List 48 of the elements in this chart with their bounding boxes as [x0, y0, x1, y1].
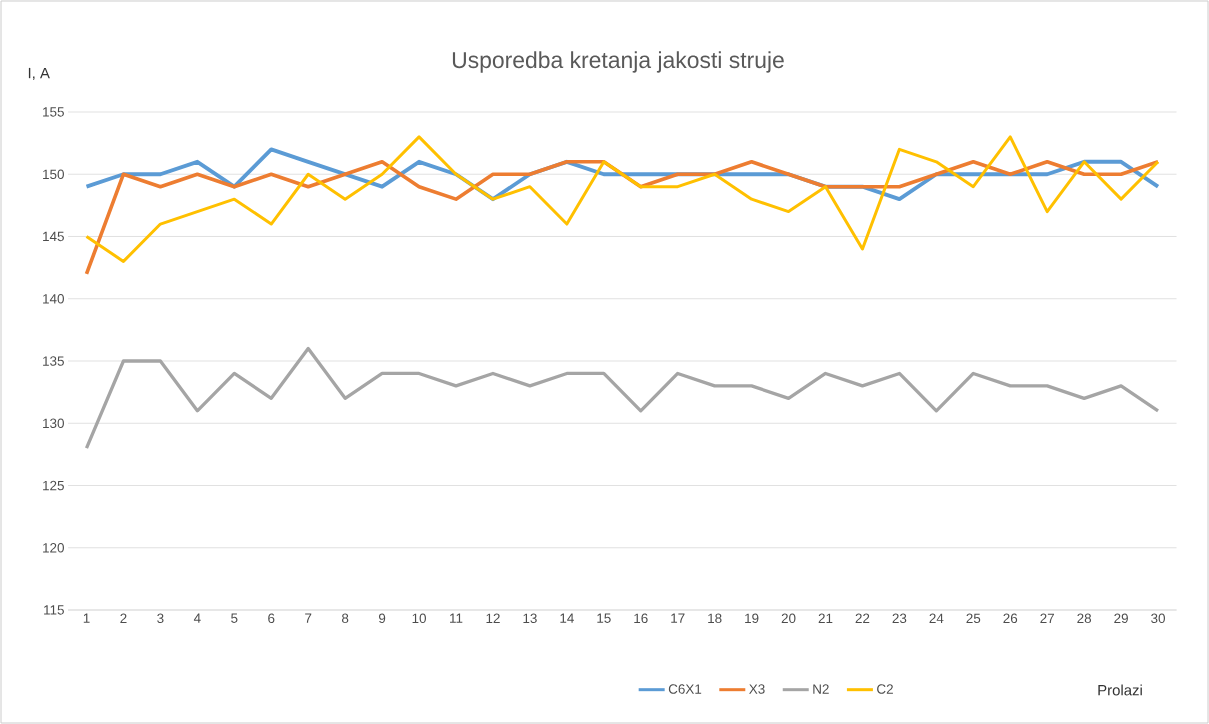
x-tick-label: 10 [412, 613, 426, 624]
y-tick-label: 125 [43, 480, 64, 491]
x-tick-label: 26 [1003, 613, 1018, 624]
x-tick-label: 27 [1040, 613, 1055, 623]
x-tick-label: 8 [341, 613, 349, 624]
x-tick-label: 29 [1114, 613, 1128, 624]
x-tick-label: 15 [597, 613, 611, 623]
y-tick-label: 115 [44, 605, 64, 615]
x-tick-label: 20 [781, 613, 796, 624]
x-tick-label: 16 [634, 613, 648, 624]
x-tick-label: 30 [1151, 613, 1165, 624]
x-tick-label: 22 [855, 613, 870, 623]
x-tick-label: 18 [708, 613, 722, 624]
x-tick-label: 5 [231, 613, 238, 623]
legend-label: C6X1 [668, 684, 702, 694]
y-tick-label: 130 [43, 418, 64, 428]
x-tick-label: 1 [83, 613, 90, 623]
x-axis-title: Prolazi [1098, 684, 1142, 696]
legend-label: X3 [749, 684, 765, 694]
y-tick-label: 135 [43, 356, 64, 366]
y-tick-label: 155 [43, 107, 64, 117]
x-tick-label: 21 [818, 613, 833, 623]
x-tick-label: 25 [966, 613, 981, 624]
legend-label: N2 [813, 684, 829, 694]
x-tick-label: 11 [450, 613, 463, 623]
x-tick-label: 23 [892, 613, 907, 624]
x-tick-label: 28 [1077, 613, 1092, 624]
y-axis-title: I, A [28, 67, 50, 81]
x-tick-label: 9 [378, 613, 386, 624]
x-tick-label: 13 [523, 613, 537, 624]
x-tick-label: 14 [560, 613, 574, 623]
x-tick-label: 7 [305, 613, 312, 623]
x-tick-label: 24 [929, 613, 944, 623]
legend-label: C2 [877, 684, 893, 694]
line-series [84, 346, 1160, 450]
x-tick-label: 17 [671, 613, 685, 623]
line-series [85, 135, 1160, 263]
x-tick-label: 12 [486, 613, 500, 623]
x-tick-label: 3 [157, 613, 164, 624]
y-tick-label: 120 [43, 542, 64, 553]
y-tick-label: 150 [43, 169, 64, 179]
y-tick-label: 140 [43, 293, 64, 304]
x-tick-label: 19 [745, 613, 759, 624]
chart-title: Usporedba kretanja jakosti struje [452, 51, 784, 73]
x-tick-label: 4 [193, 613, 201, 623]
x-tick-label: 6 [268, 613, 275, 624]
x-tick-label: 2 [120, 613, 127, 623]
y-tick-label: 145 [43, 231, 64, 242]
